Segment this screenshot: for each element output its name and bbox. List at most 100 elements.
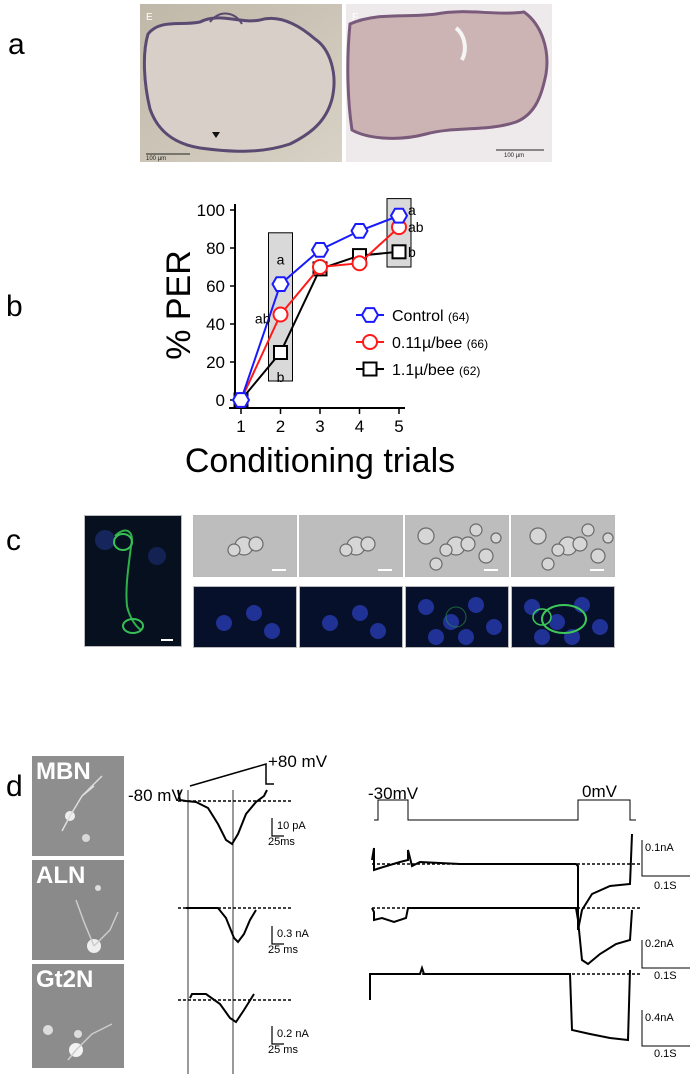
neuron-gt2n-drawing [32, 964, 124, 1068]
data-point-s0-1 [271, 276, 290, 292]
legend-n-2: (62) [459, 364, 480, 378]
neuron-image-mbn: MBN [30, 754, 126, 858]
data-point-s2-1 [273, 345, 288, 360]
step-scale-bar-gt2n [641, 1010, 690, 1047]
y-tick-label-20: 20 [206, 353, 225, 372]
y-axis-label: % PER [160, 250, 198, 360]
ramp-scale-time-mbn: 25ms [268, 836, 295, 848]
panel-label-c: c [6, 524, 21, 557]
step-trace-aln [371, 907, 633, 966]
step-scale-bar-aln [641, 940, 690, 969]
step2-label: 0mV [582, 782, 617, 801]
step-scale-time-mbn: 0.1S [654, 880, 677, 892]
step-scale-bar-mbn [641, 840, 690, 877]
cell-label-mbn: MBN [36, 758, 91, 785]
y-tick-label-60: 60 [206, 277, 225, 296]
step-scale-current-aln: 0.2nA [645, 938, 674, 950]
ramp-trace-gt2n [189, 993, 255, 1024]
y-tick-label-40: 40 [206, 315, 225, 334]
y-tick-label-100: 100 [197, 201, 225, 220]
dic-image-2 [299, 515, 403, 577]
chart-legend: Control (64) 0.11µ/bee (66) 1.1µ/bee (62) [356, 307, 488, 379]
brain-section-image-f: F 100 µm [346, 4, 552, 162]
step-trace-mbn [371, 833, 633, 931]
ramp-start-label: -80 mV [128, 786, 183, 805]
step-command-trace [374, 799, 636, 821]
neuron-image-aln: ALN [30, 858, 126, 962]
ramp-scale-time-aln: 25 ms [268, 944, 298, 956]
cell-label-aln: ALN [36, 862, 86, 889]
x-tick-label-5: 5 [394, 417, 403, 436]
ramp-trace-aln [186, 907, 257, 944]
ramp-scale-current-gt2n: 0.2 nA [277, 1028, 309, 1040]
brain-section-image-e: E 100 µm [140, 4, 342, 162]
legend-label-0: Control (64) [392, 308, 469, 325]
panel-label-b: b [6, 290, 23, 323]
y-tick-label-80: 80 [206, 239, 225, 258]
panel-label-d: d [6, 770, 23, 803]
legend-marker-2 [362, 361, 378, 377]
scale-bar-aln [271, 926, 284, 945]
x-tick-label-2: 2 [276, 417, 285, 436]
step1-label: -30mV [368, 784, 419, 803]
data-point-s0-4 [389, 207, 409, 224]
step-scale-time-aln: 0.1S [654, 970, 677, 982]
annotation-2: b [277, 369, 285, 385]
step-trace-gt2n [369, 964, 631, 1042]
annotation-1: ab [255, 310, 271, 326]
data-point-s0-0 [231, 392, 251, 408]
data-point-s1-3 [351, 255, 368, 272]
fluorescence-overview-drawing [85, 516, 181, 646]
chart-highlight-layer [268, 198, 412, 382]
ramp-scale-current-aln: 0.3 nA [277, 928, 309, 940]
image-e-scale-text: 100 µm [146, 156, 166, 162]
dic-image-1 [193, 515, 297, 577]
neuron-image-gt2n: Gt2N [30, 962, 126, 1070]
y-tick-layer: 0 20 40 60 80 100 [197, 201, 235, 410]
dic-image-3 [405, 515, 509, 577]
legend-n-0: (64) [448, 310, 469, 324]
ramp-scale-time-gt2n: 25 ms [268, 1044, 298, 1056]
x-tick-layer: 1 2 3 4 5 [236, 408, 404, 436]
data-point-s1-1 [272, 306, 289, 323]
legend-marker-0 [360, 307, 380, 323]
step-recordings [369, 799, 690, 1047]
data-point-s0-3 [350, 223, 369, 239]
annotation-3: a [408, 202, 416, 218]
neuron-aln-drawing [32, 860, 124, 960]
ramp-command-trace [189, 763, 274, 787]
step-scale-current-mbn: 0.1nA [645, 842, 674, 854]
brain-section-e-drawing: E 100 µm [140, 4, 342, 162]
panel-label-a: a [8, 28, 25, 61]
fluorescence-image-4 [511, 586, 615, 648]
legend-label-1: 0.11µ/bee (66) [392, 335, 488, 352]
image-f-corner-letter: F [352, 12, 358, 23]
scale-bar-mbn [271, 818, 284, 837]
x-tick-label-4: 4 [355, 417, 364, 436]
data-point-s2-4 [391, 244, 407, 260]
dic-image-4 [511, 515, 615, 577]
brain-section-f-drawing: F 100 µm [346, 4, 552, 162]
legend-marker-1 [362, 334, 378, 350]
cell-label-gt2n: Gt2N [36, 966, 94, 993]
scale-bar-gt2n [271, 1026, 284, 1045]
annotation-0: a [277, 251, 285, 267]
x-tick-label-3: 3 [315, 417, 324, 436]
fluorescence-overview-image [84, 515, 182, 647]
legend-n-1: (66) [467, 337, 488, 351]
image-e-corner-letter: E [146, 12, 153, 23]
ramp-trace-mbn [177, 789, 268, 846]
y-tick-label-0: 0 [216, 391, 225, 410]
legend-label-2: 1.1µ/bee (62) [392, 362, 480, 379]
x-axis-label: Conditioning trials [185, 442, 455, 480]
fluorescence-image-3 [405, 586, 509, 648]
step-scale-time-gt2n: 0.1S [654, 1048, 677, 1060]
chart-axes [229, 204, 405, 409]
data-point-s0-2 [310, 242, 330, 258]
ramp-end-label: +80 mV [268, 752, 328, 771]
data-point-s1-2 [312, 259, 328, 275]
ramp-scale-current-mbn: 10 pA [277, 820, 306, 832]
fluorescence-image-2 [299, 586, 403, 648]
